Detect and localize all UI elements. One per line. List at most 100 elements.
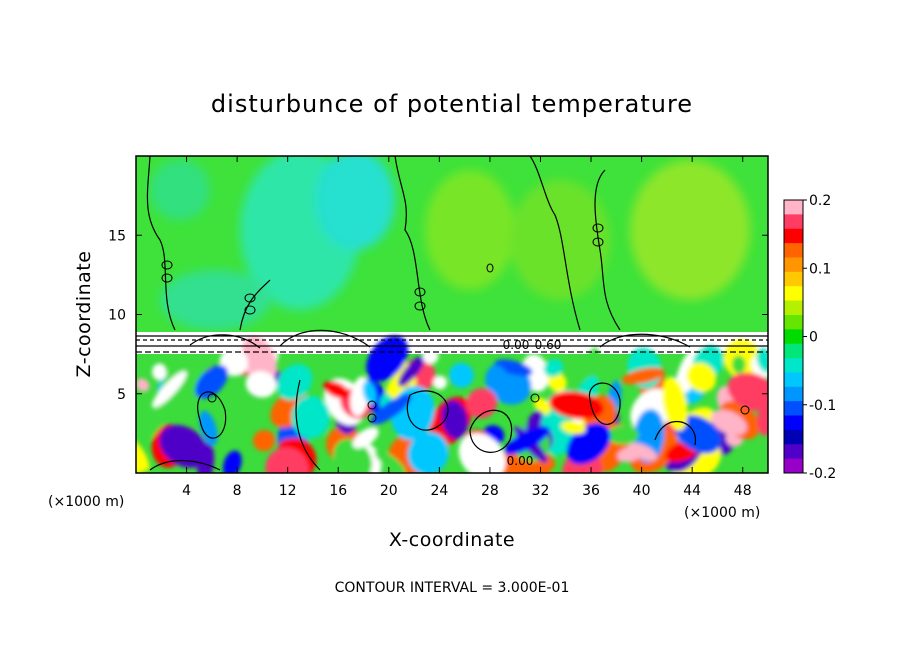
eddy-blob [757,402,768,436]
x-unit-left: (×1000 m) [48,494,124,510]
eddy-blob [488,365,506,385]
colorbar-segment [784,300,803,316]
x-tick-label: 20 [380,483,398,499]
y-axis-ticks: 5 10 15 [108,228,768,403]
eddy-blob [370,394,412,425]
eddy-blob [398,355,425,387]
eddy-blob [276,363,313,401]
eddy-blob [159,424,208,468]
colorbar-label: 0 [809,330,818,346]
x-tick-label: 12 [279,483,297,499]
eddy-blob [710,409,748,436]
eddy-blob [503,426,550,455]
contour-loops [161,223,750,423]
y-axis-label: Z-coordinate [73,251,95,378]
eddy-blob [242,336,277,382]
eddy-blob [252,429,276,452]
x-tick-label: 36 [582,483,600,499]
contour-label-2: 0.60 [535,338,562,352]
eddy-blob [136,378,150,392]
colorbar-segment [784,271,803,287]
eddy-blob [136,436,150,471]
x-tick-label: 8 [233,483,242,499]
eddy-blob [195,365,229,399]
eddy-blob [362,380,377,405]
colorbar-segment [784,415,803,431]
colorbar-label: 0.1 [809,261,831,277]
x-tick-label: 4 [182,483,191,499]
contour-label-3: 0.00 [507,454,534,468]
eddy-blob [727,372,768,412]
colorbar-segment [784,444,803,460]
eddy-blob [686,362,717,393]
contour-lines [136,156,768,471]
colorbar-segment [784,386,803,402]
eddy-blob [627,443,658,461]
boundary-band [136,332,768,354]
plot-area [136,156,768,473]
eddy-blob [291,395,331,439]
colorbar-segment [784,343,803,359]
colorbar-label: -0.2 [809,466,836,482]
eddy-blob [366,335,408,382]
eddy-blob [161,363,209,410]
eddy-blob [152,363,167,381]
eddy-blob [560,421,586,435]
lower-field-eddies [136,335,768,473]
colorbar-segment [784,243,803,258]
colorbar-segment [784,458,803,474]
eddy-blob [323,381,350,399]
x-tick-label: 32 [532,483,550,499]
colorbar-segment [784,214,803,230]
eddy-blob [333,438,372,473]
y-tick-label: 5 [117,387,126,403]
x-tick-label: 40 [633,483,651,499]
eddy-blob [245,371,277,398]
eddy-blob [449,362,474,388]
eddy-blob [606,425,639,445]
colorbar-segment [784,314,803,330]
eddy-blob [265,447,309,473]
y-tick-label: 15 [108,228,126,244]
eddy-blob [756,348,768,373]
colorbar-label: 0.2 [809,193,831,209]
eddy-blob [374,449,406,473]
colorbar-segment [784,200,803,215]
colorbar-label: -0.1 [809,398,836,414]
eddy-blob [731,355,746,374]
eddy-blob [534,397,551,415]
x-tick-label: 28 [481,483,499,499]
x-unit-right: (×1000 m) [684,505,760,521]
eddy-blob [145,402,170,439]
eddy-blob [621,367,665,385]
colorbar-segment [784,358,803,373]
contour-interval-note: CONTOUR INTERVAL = 3.000E-01 [335,580,570,596]
eddy-blob [525,410,543,435]
x-tick-label: 48 [734,483,752,499]
x-tick-label: 44 [683,483,701,499]
colorbar-segment [784,372,803,388]
y-tick-label: 10 [108,308,126,324]
eddy-blob [543,358,564,378]
colorbar-segment [784,401,803,417]
chart-title: disturbunce of potential temperature [211,90,693,118]
colorbar: 0.2 0.1 0 -0.1 -0.2 [783,193,836,482]
eddy-blob [407,431,449,473]
colorbar-segment [784,286,803,302]
x-axis-label: X-coordinate [389,529,515,551]
x-axis-ticks: 4 8 12 16 20 24 28 32 36 40 44 48 [182,156,752,499]
eddy-blob [151,371,187,408]
eddy-blob [458,433,506,473]
eddy-blob [352,427,379,449]
colorbar-segment [784,429,803,445]
contour-label-1: 0.00 [503,338,530,352]
upper-field-variation [150,156,750,330]
colorbar-segment [784,228,803,244]
eddy-blob [494,359,533,376]
colorbar-segment [784,329,803,345]
eddy-blob [432,375,447,390]
x-tick-label: 16 [329,483,347,499]
eddy-blob [662,376,688,431]
x-tick-label: 24 [430,483,448,499]
